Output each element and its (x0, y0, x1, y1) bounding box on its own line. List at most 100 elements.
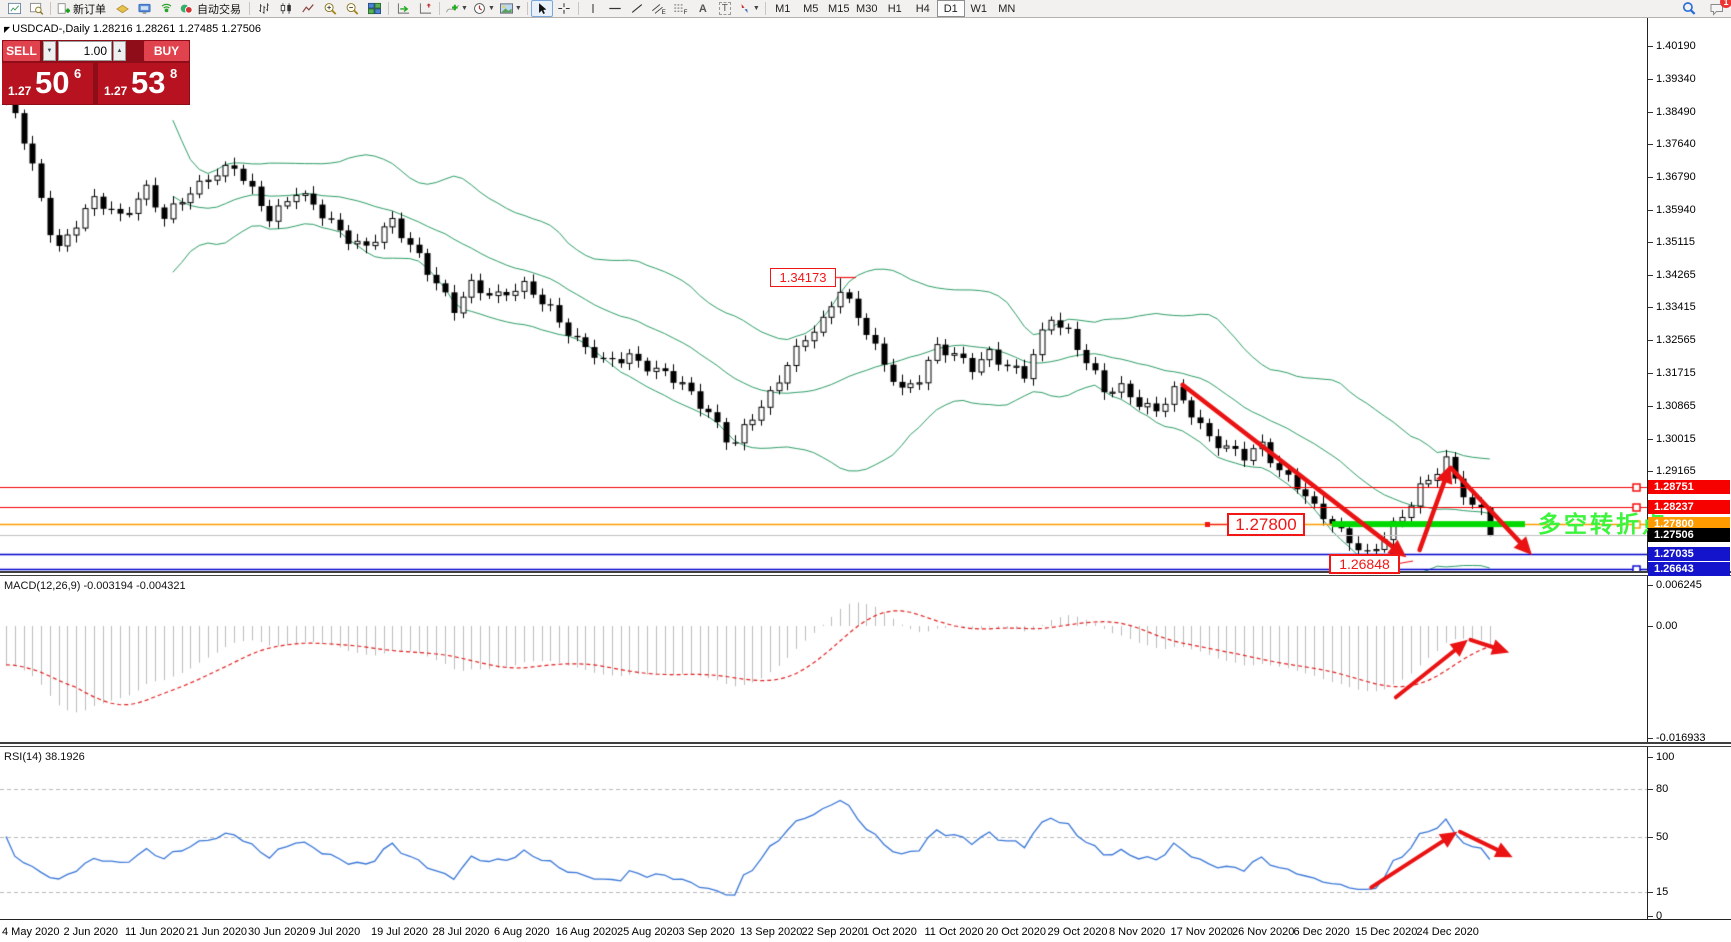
chevron-down-icon: ▼ (461, 5, 468, 12)
cursor-button[interactable] (530, 0, 553, 17)
x-axis-label: 24 Dec 2020 (1416, 926, 1479, 938)
equidistant-channel-button[interactable]: E (648, 0, 670, 17)
periods-button[interactable]: ▼ (470, 0, 497, 17)
price-axis-label: 1.32565 (1656, 334, 1696, 347)
sell-button[interactable]: SELL (3, 41, 40, 61)
text-label-button[interactable]: T (714, 0, 736, 17)
chart-shift-button[interactable] (414, 0, 436, 17)
macd-axis-label: 0.00 (1656, 620, 1678, 632)
bid-price-pips: 50 (35, 65, 70, 100)
annotation-turning-point-text: 多空转折点 (1538, 511, 1668, 537)
timeframe-m1-button[interactable]: M1 (775, 2, 791, 15)
x-axis-label: 28 Jul 2020 (432, 926, 490, 938)
line-chart-button[interactable] (297, 0, 319, 17)
price-axis-label: 1.35940 (1656, 204, 1696, 216)
x-axis-label: 6 Dec 2020 (1293, 926, 1350, 938)
bid-price-display[interactable]: 1.27 50 6 (2, 63, 93, 104)
buy-button[interactable]: BUY (144, 41, 189, 61)
x-axis-label: 11 Jun 2020 (125, 926, 185, 938)
vertical-line-button[interactable] (582, 0, 604, 17)
price-badge: 1.27800 (1648, 517, 1730, 532)
volume-decrease-button[interactable]: ▼ (43, 41, 56, 61)
svg-text:F: F (683, 9, 687, 15)
new-order-button[interactable]: 新订单 (54, 0, 111, 17)
x-axis-label: 22 Sep 2020 (801, 926, 864, 938)
x-axis-label: 17 Nov 2020 (1170, 926, 1233, 938)
notifications-button[interactable]: 1 (1706, 0, 1731, 17)
rsi-axis-label: 15 (1656, 886, 1669, 899)
x-axis-label: 21 Jun 2020 (186, 926, 248, 938)
timeframe-h1-button[interactable]: H1 (887, 2, 902, 15)
price-axis-tick (1648, 144, 1653, 146)
indicators-button[interactable]: ▼ (443, 0, 470, 17)
search-button[interactable] (1678, 0, 1700, 17)
price-axis-tick (1648, 340, 1653, 342)
bar-chart-button[interactable] (253, 0, 275, 17)
signals-button[interactable] (155, 0, 177, 17)
new-order-icon (57, 3, 70, 14)
auto-scroll-button[interactable] (392, 0, 414, 17)
macd-axis-label: -0.016933 (1656, 731, 1706, 744)
price-badge: 1.26643 (1648, 561, 1730, 576)
x-axis-label: 16 Aug 2020 (555, 926, 618, 938)
crosshair-button[interactable] (553, 0, 575, 17)
price-axis-tick (1648, 177, 1653, 179)
rsi-indicator-chart[interactable] (0, 747, 1648, 919)
price-badge: 1.28237 (1648, 500, 1730, 515)
chevron-down-icon: ▼ (514, 5, 522, 12)
panel-splitter[interactable] (0, 742, 1731, 747)
x-axis-label: 29 Oct 2020 (1047, 926, 1108, 938)
fibonacci-button[interactable]: F (670, 0, 692, 17)
x-axis-label: 4 May 2020 (2, 926, 60, 938)
timeframe-m15-button[interactable]: M15 (828, 2, 850, 15)
bid-price-major: 1.27 (8, 84, 32, 98)
autotrading-icon (180, 4, 193, 14)
timeframe-m5-button[interactable]: M5 (803, 2, 819, 15)
price-axis-label: 1.36790 (1656, 171, 1696, 184)
chevron-down-icon: ▼ (752, 5, 760, 12)
new-chart-window-button[interactable] (3, 0, 25, 17)
rsi-axis-tick (1648, 836, 1653, 838)
price-axis-label: 1.34265 (1656, 268, 1696, 281)
candlestick-chart-button[interactable] (275, 0, 297, 17)
price-badge: 1.27506 (1648, 528, 1730, 543)
price-axis-label: 1.37640 (1656, 138, 1696, 151)
one-click-trading-panel: SELL ▼ ▲ BUY 1.27 50 6 1.27 53 8 (2, 40, 190, 105)
annotation-support-price: 1.27800 (1227, 513, 1305, 536)
zoom-out-button[interactable] (341, 0, 363, 17)
price-axis-tick (1648, 241, 1653, 243)
volume-input[interactable] (58, 41, 112, 61)
price-axis-label: 1.30865 (1656, 399, 1696, 412)
terminal-button[interactable] (133, 0, 155, 17)
macd-indicator-chart[interactable] (0, 576, 1648, 742)
new-order-label: 新订单 (73, 3, 106, 16)
text-button[interactable]: A (698, 2, 707, 15)
arrows-tool-button[interactable]: ▼ (736, 0, 762, 17)
price-axis-border (1647, 17, 1648, 920)
main-price-chart[interactable] (0, 17, 1648, 571)
autotrading-button[interactable]: 自动交易 (177, 0, 246, 17)
timeframe-d1-button[interactable]: D1 (936, 0, 965, 17)
trendline-button[interactable] (626, 0, 648, 17)
templates-button[interactable]: ▼ (497, 0, 524, 17)
timeframe-h4-button[interactable]: H4 (915, 2, 930, 15)
timeframe-m30-button[interactable]: M30 (856, 2, 878, 15)
price-axis-label: 1.40190 (1656, 40, 1696, 52)
rsi-axis-tick (1648, 757, 1653, 758)
metaeditor-button[interactable] (111, 0, 133, 17)
collapse-arrow-icon: ◤ (4, 25, 11, 34)
svg-text:E: E (661, 9, 665, 15)
zoom-in-button[interactable] (319, 0, 341, 17)
macd-axis-label: 0.006245 (1656, 578, 1702, 591)
timeframe-w1-button[interactable]: W1 (970, 2, 988, 15)
timeframe-mn-button[interactable]: MN (998, 2, 1016, 15)
data-window-button[interactable] (25, 0, 47, 17)
horizontal-line-button[interactable] (604, 0, 626, 17)
volume-increase-button[interactable]: ▲ (113, 41, 126, 61)
panel-splitter[interactable] (0, 571, 1731, 576)
x-axis-label: 15 Dec 2020 (1355, 926, 1418, 938)
ask-price-display[interactable]: 1.27 53 8 (98, 63, 189, 104)
tile-windows-button[interactable] (363, 0, 385, 17)
price-axis-tick (1648, 210, 1653, 211)
